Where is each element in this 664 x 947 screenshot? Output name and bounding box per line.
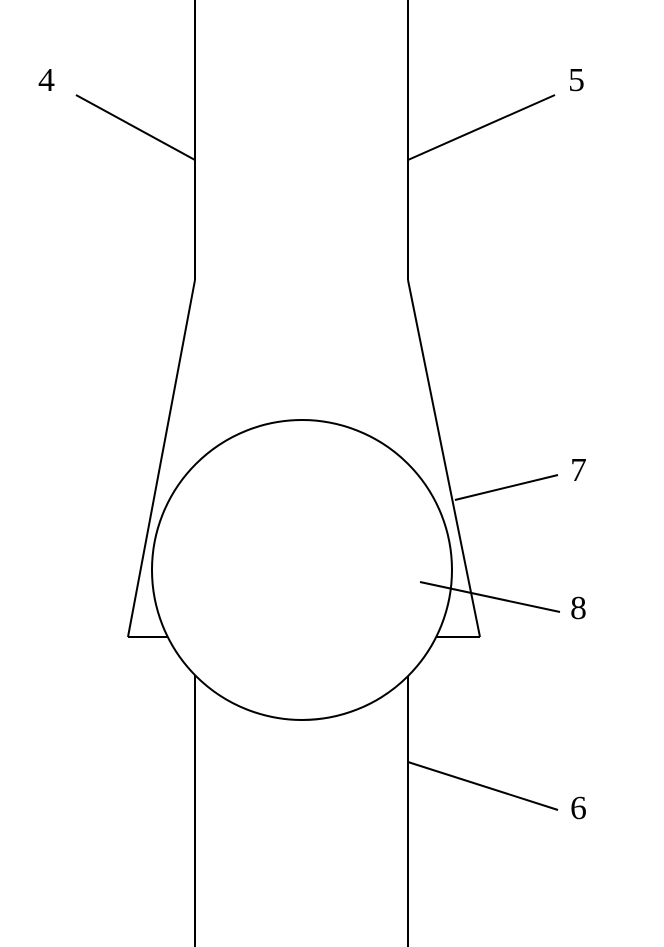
label-5: 5: [568, 62, 585, 100]
label-8: 8: [570, 590, 587, 628]
label-4: 4: [38, 62, 55, 100]
leader-l5: [408, 95, 555, 160]
label-6: 6: [570, 790, 587, 828]
leader-l4: [76, 95, 195, 160]
leader-l7: [455, 475, 558, 500]
technical-diagram: [0, 0, 664, 947]
ball: [152, 420, 452, 720]
label-7: 7: [570, 452, 587, 490]
leader-l6: [408, 762, 558, 810]
